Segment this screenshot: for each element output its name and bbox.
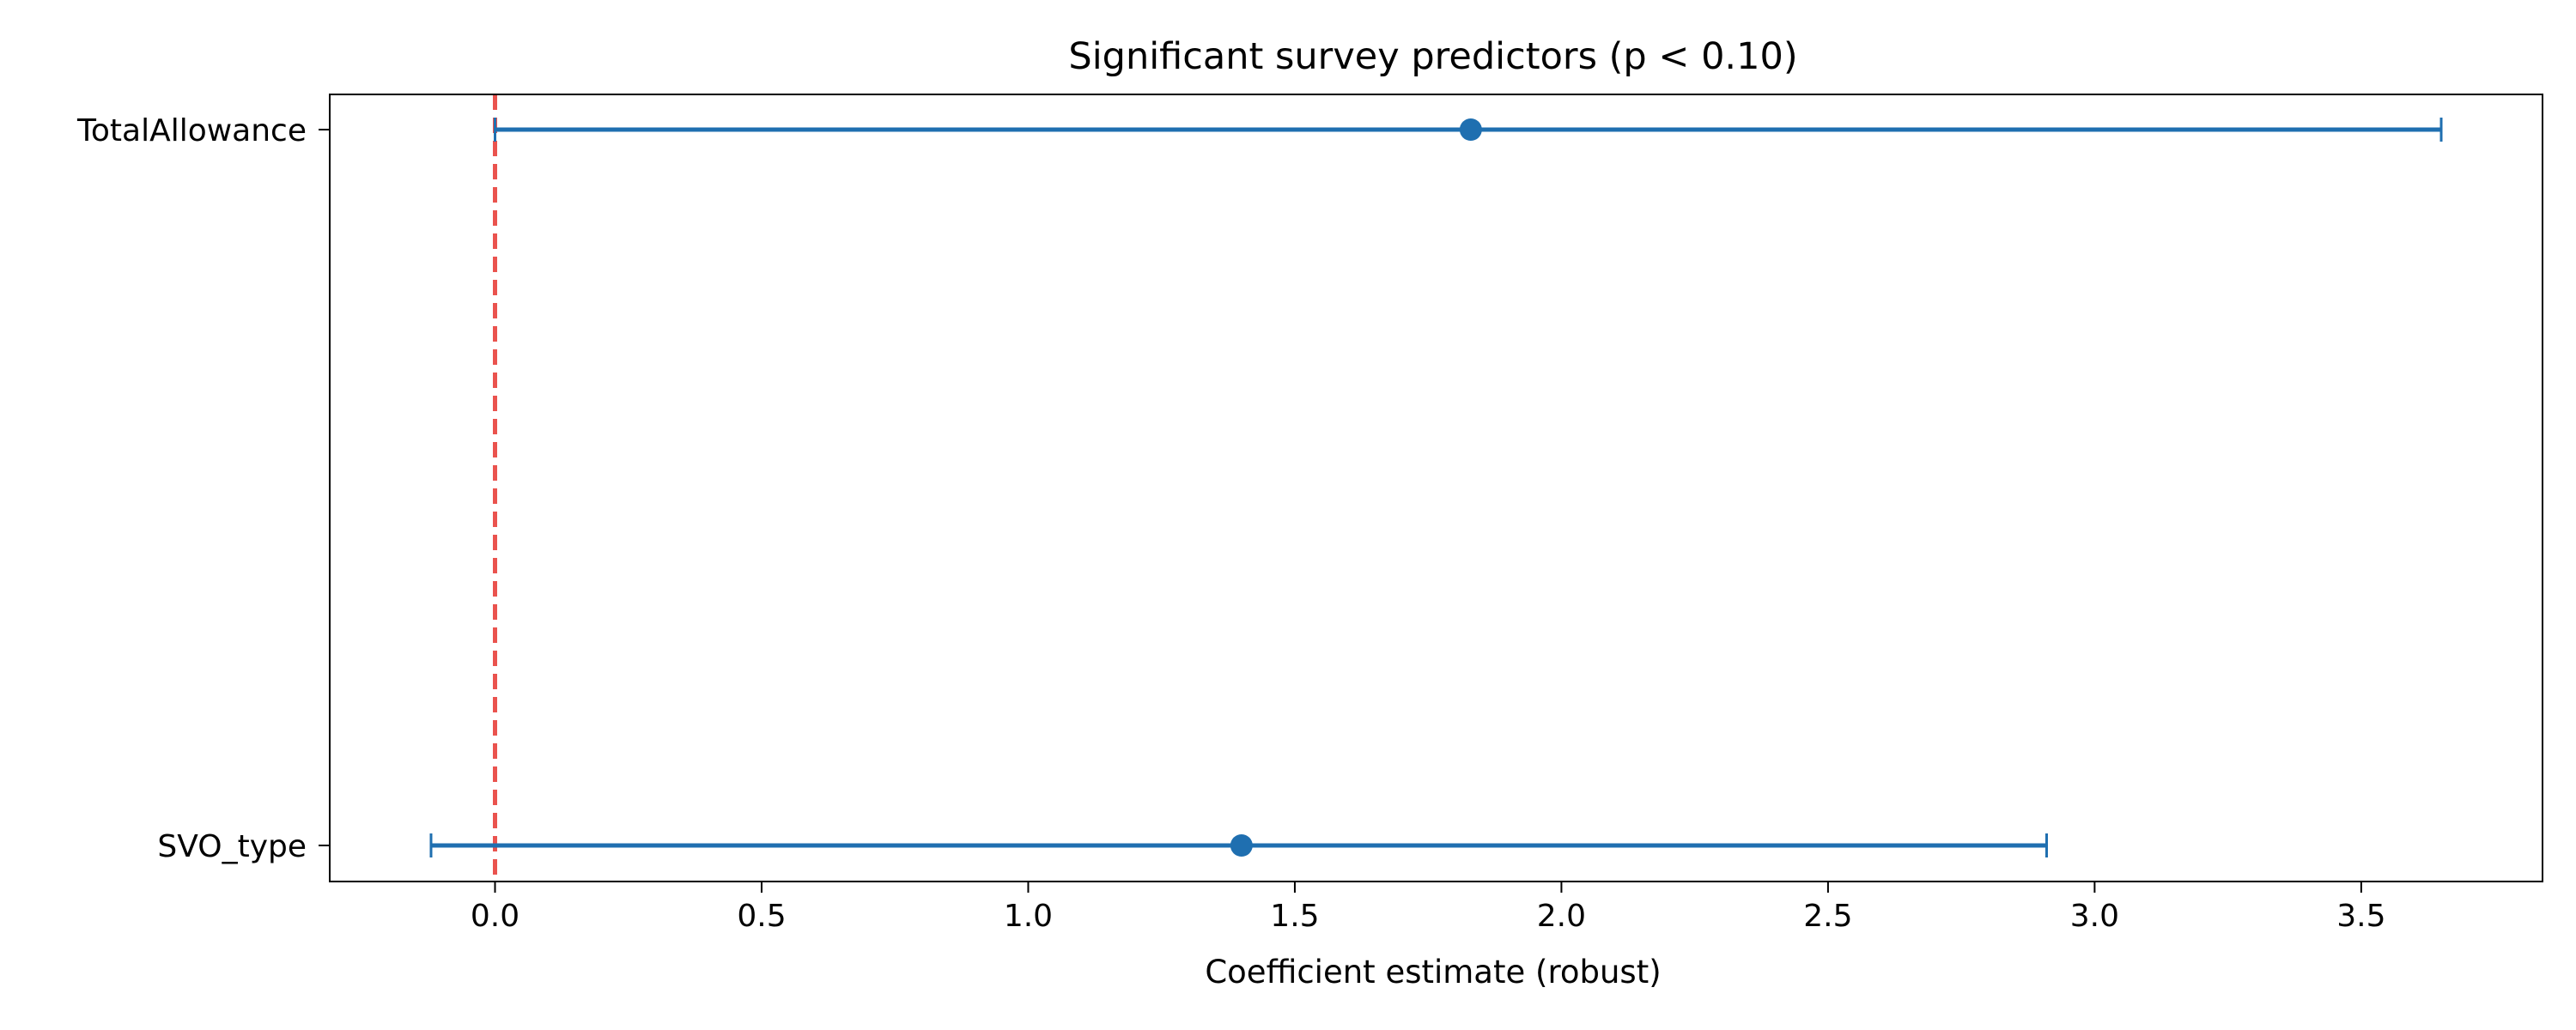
x-tick-label: 1.5 [1270, 899, 1319, 934]
x-axis-label: Coefficient estimate (robust) [1205, 954, 1661, 991]
x-tick-label: 0.0 [471, 899, 519, 934]
x-tick-label: 0.5 [737, 899, 786, 934]
chart-title: Significant survey predictors (p < 0.10) [1068, 35, 1797, 78]
x-tick-label: 2.5 [1803, 899, 1852, 934]
marks-layer [429, 94, 2443, 882]
y-axis: TotalAllowance SVO_type [76, 113, 330, 864]
x-tick-label: 1.0 [1004, 899, 1053, 934]
y-tick-label: SVO_type [157, 829, 307, 864]
y-tick-label: TotalAllowance [76, 113, 307, 148]
x-tick-label: 3.0 [2070, 899, 2119, 934]
plot-frame [329, 94, 2543, 882]
estimate-point [1459, 118, 1482, 141]
x-tick-label: 2.0 [1537, 899, 1586, 934]
x-tick-label: 3.5 [2336, 899, 2385, 934]
estimate-point [1230, 834, 1253, 857]
x-axis: 0.0 0.5 1.0 1.5 2.0 2.5 3.0 3.5 [471, 882, 2386, 934]
